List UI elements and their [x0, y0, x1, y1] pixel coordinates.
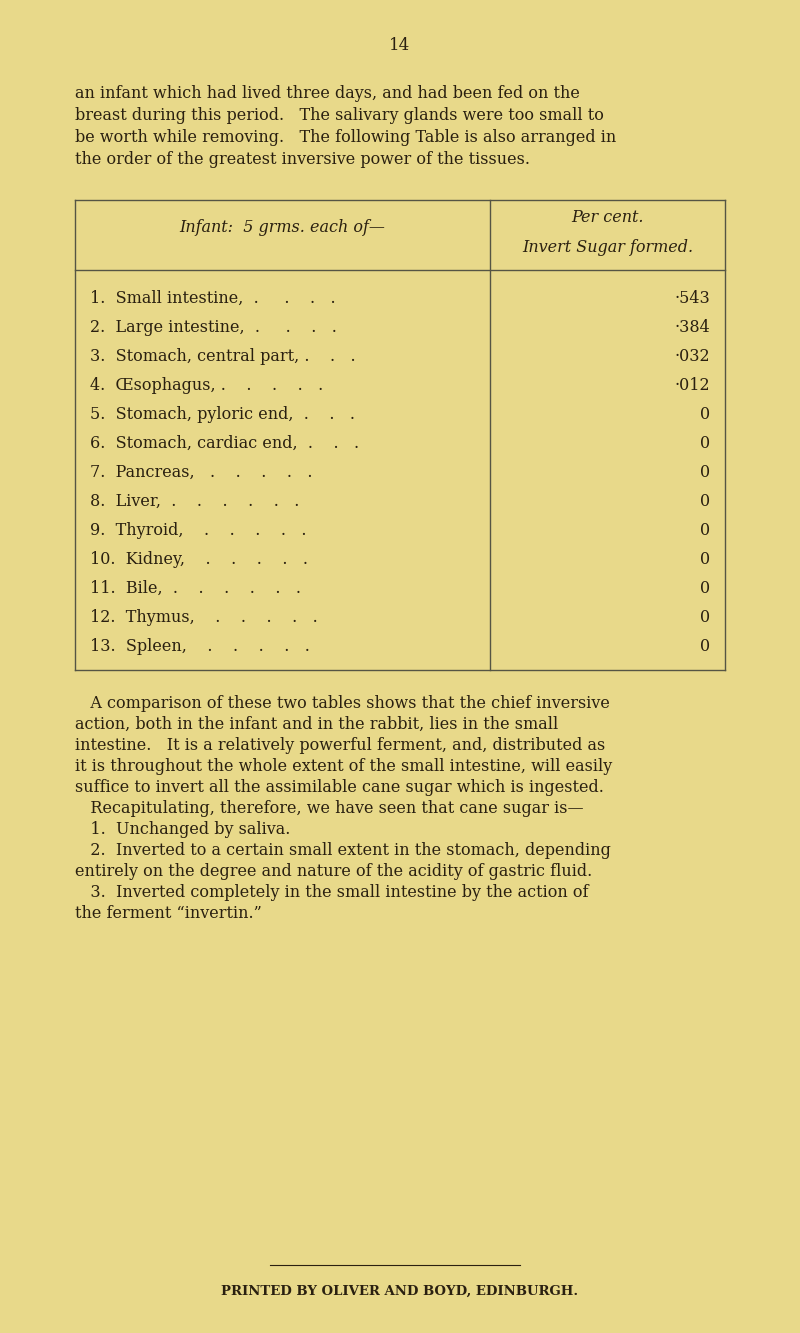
Text: be worth while removing.   The following Table is also arranged in: be worth while removing. The following T… — [75, 129, 616, 147]
Text: Per cent.: Per cent. — [571, 209, 644, 227]
Text: action, both in the infant and in the rabbit, lies in the small: action, both in the infant and in the ra… — [75, 716, 558, 733]
Text: ·012: ·012 — [674, 377, 710, 395]
Text: 10.  Kidney,    .    .    .    .   .: 10. Kidney, . . . . . — [90, 551, 308, 568]
Text: 5.  Stomach, pyloric end,  .    .   .: 5. Stomach, pyloric end, . . . — [90, 407, 355, 423]
Text: suffice to invert all the assimilable cane sugar which is ingested.: suffice to invert all the assimilable ca… — [75, 778, 604, 796]
Text: Recapitulating, therefore, we have seen that cane sugar is—: Recapitulating, therefore, we have seen … — [75, 800, 584, 817]
Text: 1.  Small intestine,  .     .    .   .: 1. Small intestine, . . . . — [90, 291, 336, 307]
Text: 0: 0 — [700, 639, 710, 655]
Text: 4.  Œsophagus, .    .    .    .   .: 4. Œsophagus, . . . . . — [90, 377, 323, 395]
Text: 3.  Stomach, central part, .    .   .: 3. Stomach, central part, . . . — [90, 348, 356, 365]
Text: 0: 0 — [700, 580, 710, 597]
Text: it is throughout the whole extent of the small intestine, will easily: it is throughout the whole extent of the… — [75, 758, 612, 774]
Text: 0: 0 — [700, 407, 710, 423]
Text: 0: 0 — [700, 551, 710, 568]
Text: 0: 0 — [700, 464, 710, 481]
Text: intestine.   It is a relatively powerful ferment, and, distributed as: intestine. It is a relatively powerful f… — [75, 737, 606, 754]
Text: 0: 0 — [700, 435, 710, 452]
Text: 13.  Spleen,    .    .    .    .   .: 13. Spleen, . . . . . — [90, 639, 310, 655]
Text: ·384: ·384 — [674, 319, 710, 336]
Text: Infant:  5 grms. each of—: Infant: 5 grms. each of— — [179, 220, 386, 236]
Text: the order of the greatest inversive power of the tissues.: the order of the greatest inversive powe… — [75, 151, 530, 168]
Text: the ferment “invertin.”: the ferment “invertin.” — [75, 905, 262, 922]
Text: 3.  Inverted completely in the small intestine by the action of: 3. Inverted completely in the small inte… — [75, 884, 589, 901]
Text: PRINTED BY OLIVER AND BOYD, EDINBURGH.: PRINTED BY OLIVER AND BOYD, EDINBURGH. — [222, 1285, 578, 1298]
Text: 8.  Liver,  .    .    .    .    .   .: 8. Liver, . . . . . . — [90, 493, 299, 511]
Text: 0: 0 — [700, 523, 710, 539]
Text: 2.  Large intestine,  .     .    .   .: 2. Large intestine, . . . . — [90, 319, 337, 336]
Text: 9.  Thyroid,    .    .    .    .   .: 9. Thyroid, . . . . . — [90, 523, 306, 539]
Text: 14: 14 — [390, 36, 410, 53]
Text: 2.  Inverted to a certain small extent in the stomach, depending: 2. Inverted to a certain small extent in… — [75, 842, 611, 858]
Text: 12.  Thymus,    .    .    .    .   .: 12. Thymus, . . . . . — [90, 609, 318, 627]
Text: breast during this period.   The salivary glands were too small to: breast during this period. The salivary … — [75, 107, 604, 124]
Text: entirely on the degree and nature of the acidity of gastric fluid.: entirely on the degree and nature of the… — [75, 862, 592, 880]
Text: 0: 0 — [700, 493, 710, 511]
Text: A comparison of these two tables shows that the chief inversive: A comparison of these two tables shows t… — [75, 694, 610, 712]
Text: 11.  Bile,  .    .    .    .    .   .: 11. Bile, . . . . . . — [90, 580, 301, 597]
Text: 7.  Pancreas,   .    .    .    .   .: 7. Pancreas, . . . . . — [90, 464, 313, 481]
Text: ·543: ·543 — [674, 291, 710, 307]
Text: ·032: ·032 — [674, 348, 710, 365]
Text: 6.  Stomach, cardiac end,  .    .   .: 6. Stomach, cardiac end, . . . — [90, 435, 359, 452]
Text: Invert Sugar formed.: Invert Sugar formed. — [522, 240, 693, 256]
Text: 0: 0 — [700, 609, 710, 627]
Text: 1.  Unchanged by saliva.: 1. Unchanged by saliva. — [75, 821, 290, 838]
Text: an infant which had lived three days, and had been fed on the: an infant which had lived three days, an… — [75, 85, 580, 103]
